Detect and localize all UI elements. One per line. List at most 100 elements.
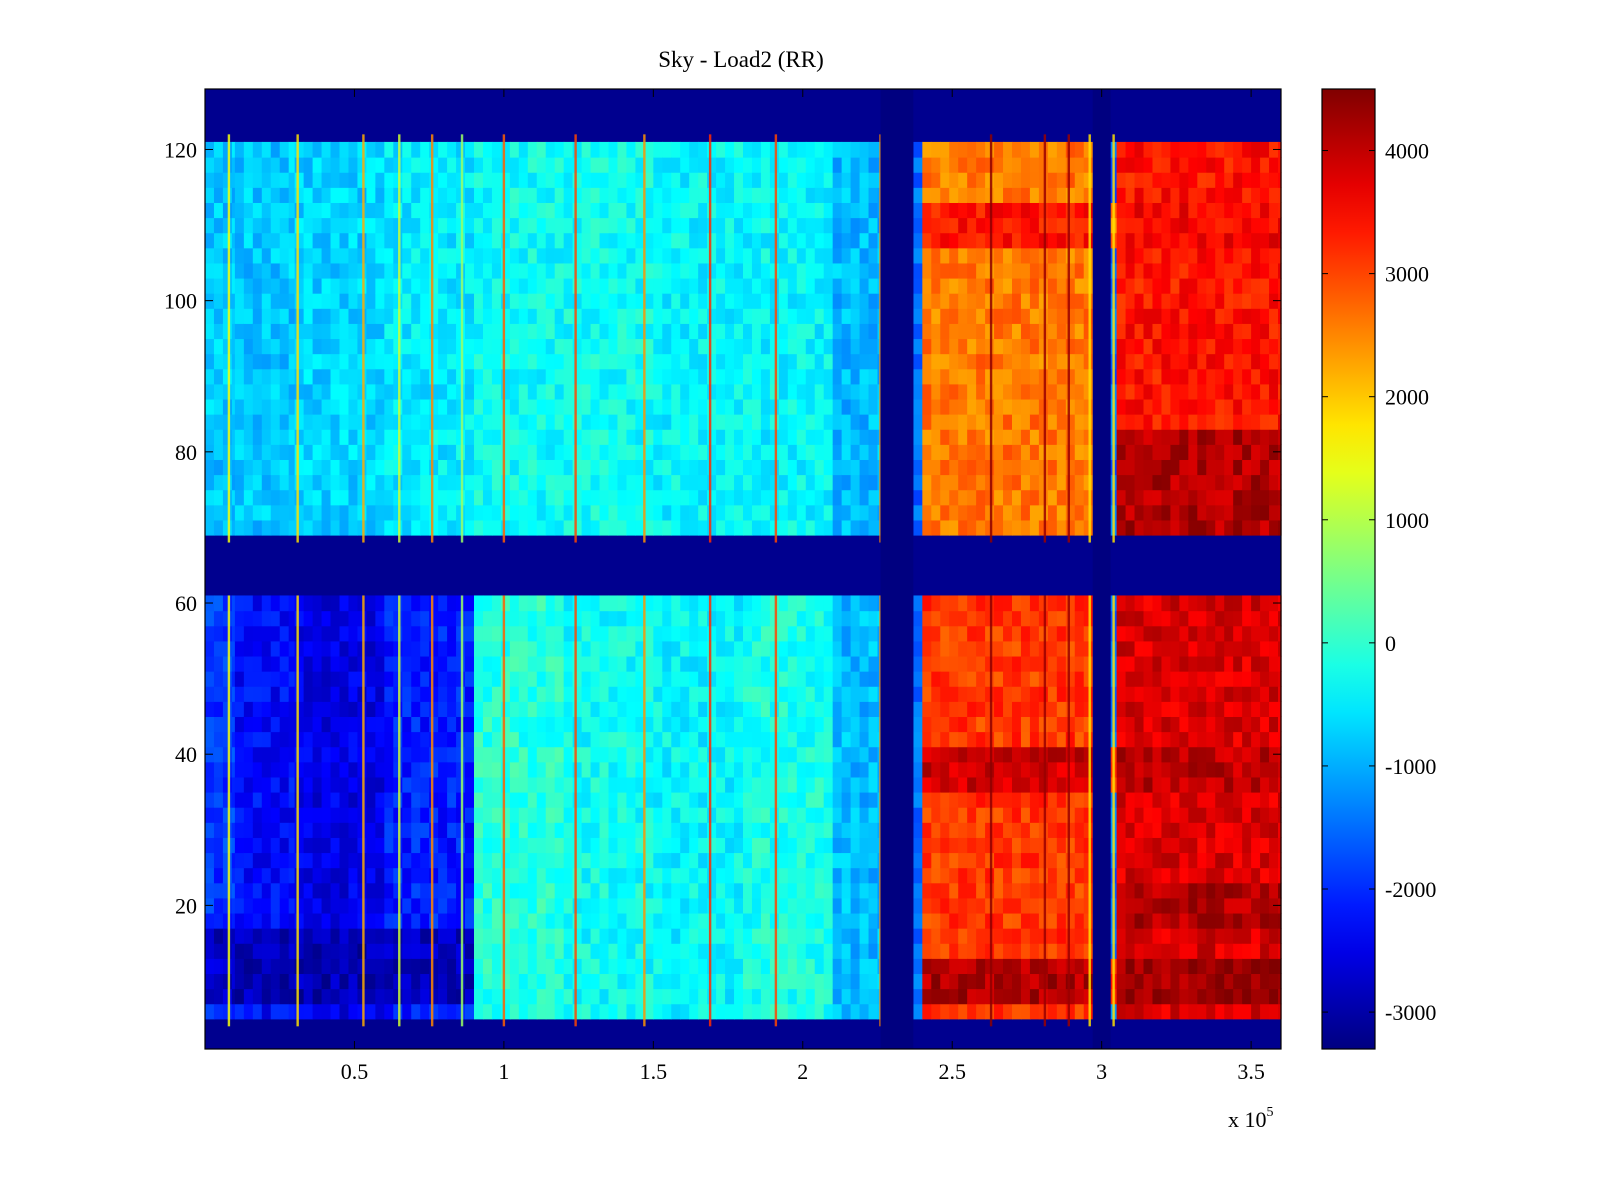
- heatmap-cell: [447, 383, 457, 400]
- heatmap-cell: [805, 293, 816, 309]
- heatmap-cell: [751, 277, 762, 294]
- heatmap-cell: [725, 807, 735, 823]
- heatmap-cell: [680, 852, 690, 869]
- heatmap-cell: [599, 519, 610, 536]
- heatmap-cell: [429, 277, 439, 294]
- heatmap-cell: [617, 277, 628, 294]
- heatmap-cell: [348, 988, 359, 1005]
- heatmap-cell: [366, 247, 376, 264]
- heatmap-cell: [321, 791, 332, 808]
- heatmap-cell: [411, 217, 421, 234]
- heatmap-cell: [608, 172, 619, 188]
- heatmap-cell: [261, 958, 272, 975]
- heatmap-cell: [1029, 686, 1040, 702]
- heatmap-cell: [572, 368, 583, 385]
- heatmap-cell: [429, 731, 439, 748]
- heatmap-cell: [270, 262, 281, 279]
- heatmap-cell: [967, 187, 977, 203]
- heatmap-cell: [608, 882, 619, 899]
- heatmap-cell: [868, 157, 879, 173]
- heatmap-cell: [608, 671, 619, 687]
- heatmap-cell: [420, 973, 430, 990]
- heatmap-cell: [420, 293, 430, 309]
- heatmap-cell: [261, 157, 272, 173]
- heatmap-cell: [644, 157, 654, 173]
- heatmap-cell: [465, 807, 475, 823]
- heatmap-cell: [339, 988, 350, 1005]
- heatmap-cell: [1012, 323, 1022, 340]
- heatmap-cell: [716, 852, 726, 869]
- heatmap-cell: [518, 791, 529, 808]
- heatmap-cell: [527, 308, 538, 324]
- heatmap-cell: [716, 746, 726, 763]
- heatmap-cell: [725, 338, 735, 355]
- heatmap-cell: [321, 686, 332, 702]
- heatmap-cell: [1047, 776, 1058, 793]
- heatmap-cell: [438, 791, 448, 808]
- heatmap-cell: [288, 791, 296, 808]
- heatmap-cell: [261, 852, 272, 869]
- heatmap-cell: [1047, 701, 1058, 717]
- heatmap-cell: [252, 943, 263, 959]
- heatmap-cell: [420, 262, 430, 279]
- heatmap-cell: [931, 640, 941, 657]
- heatmap-cell: [330, 837, 341, 854]
- heatmap-cell: [725, 716, 735, 733]
- heatmap-cell: [644, 867, 654, 884]
- heatmap-cell: [913, 701, 923, 717]
- heatmap-cell: [518, 383, 529, 400]
- heatmap-cell: [931, 217, 941, 234]
- heatmap-cell: [348, 671, 359, 687]
- heatmap-cell: [270, 791, 281, 808]
- heatmap-cell: [500, 202, 511, 219]
- heatmap-cell: [689, 671, 699, 687]
- heatmap-cell: [213, 141, 224, 158]
- heatmap-cell: [1029, 716, 1040, 733]
- heatmap-cell: [859, 852, 870, 869]
- heatmap-cell: [644, 353, 654, 370]
- heatmap-cell: [1003, 293, 1013, 309]
- heatmap-cell: [653, 398, 663, 415]
- heatmap-cell: [931, 172, 941, 188]
- heatmap-cell: [698, 807, 708, 823]
- heatmap-cell: [312, 746, 323, 763]
- heatmap-cell: [1020, 519, 1031, 536]
- heatmap-cell: [868, 746, 879, 763]
- heatmap-cell: [1020, 323, 1031, 340]
- heatmap-cell: [751, 655, 762, 672]
- heatmap-cell: [572, 277, 583, 294]
- heatmap-cell: [850, 655, 861, 672]
- heatmap-cell: [303, 943, 314, 959]
- heatmap-cell: [841, 368, 852, 385]
- heatmap-cell: [252, 958, 263, 975]
- heatmap-cell: [814, 807, 825, 823]
- heatmap-cell: [1012, 504, 1022, 521]
- heatmap-cell: [474, 323, 484, 340]
- heatmap-cell: [994, 308, 1004, 324]
- heatmap-cell: [716, 489, 726, 506]
- heatmap-cell: [680, 595, 690, 612]
- heatmap-cell: [680, 172, 690, 188]
- heatmap-cell: [778, 474, 789, 491]
- heatmap-cell: [814, 141, 825, 158]
- heatmap-cell: [653, 686, 663, 702]
- heatmap-cell: [832, 489, 843, 506]
- heatmap-cell: [716, 247, 726, 264]
- heatmap-cell: [375, 1003, 385, 1020]
- heatmap-cell: [743, 489, 753, 506]
- heatmap-cell: [234, 459, 245, 476]
- heatmap-cell: [617, 368, 628, 385]
- heatmap-cell: [617, 686, 628, 702]
- heatmap-cell: [429, 746, 439, 763]
- heatmap-cell: [527, 504, 538, 521]
- heatmap-cell: [680, 625, 690, 642]
- heatmap-cell: [261, 686, 272, 702]
- heatmap-cell: [252, 791, 263, 808]
- heatmap-cell: [716, 731, 726, 748]
- heatmap-cell: [805, 308, 816, 324]
- heatmap-cell: [940, 988, 950, 1005]
- heatmap-cell: [536, 882, 547, 899]
- heatmap-cell: [429, 323, 439, 340]
- heatmap-cell: [644, 595, 654, 612]
- heatmap-cell: [303, 232, 314, 249]
